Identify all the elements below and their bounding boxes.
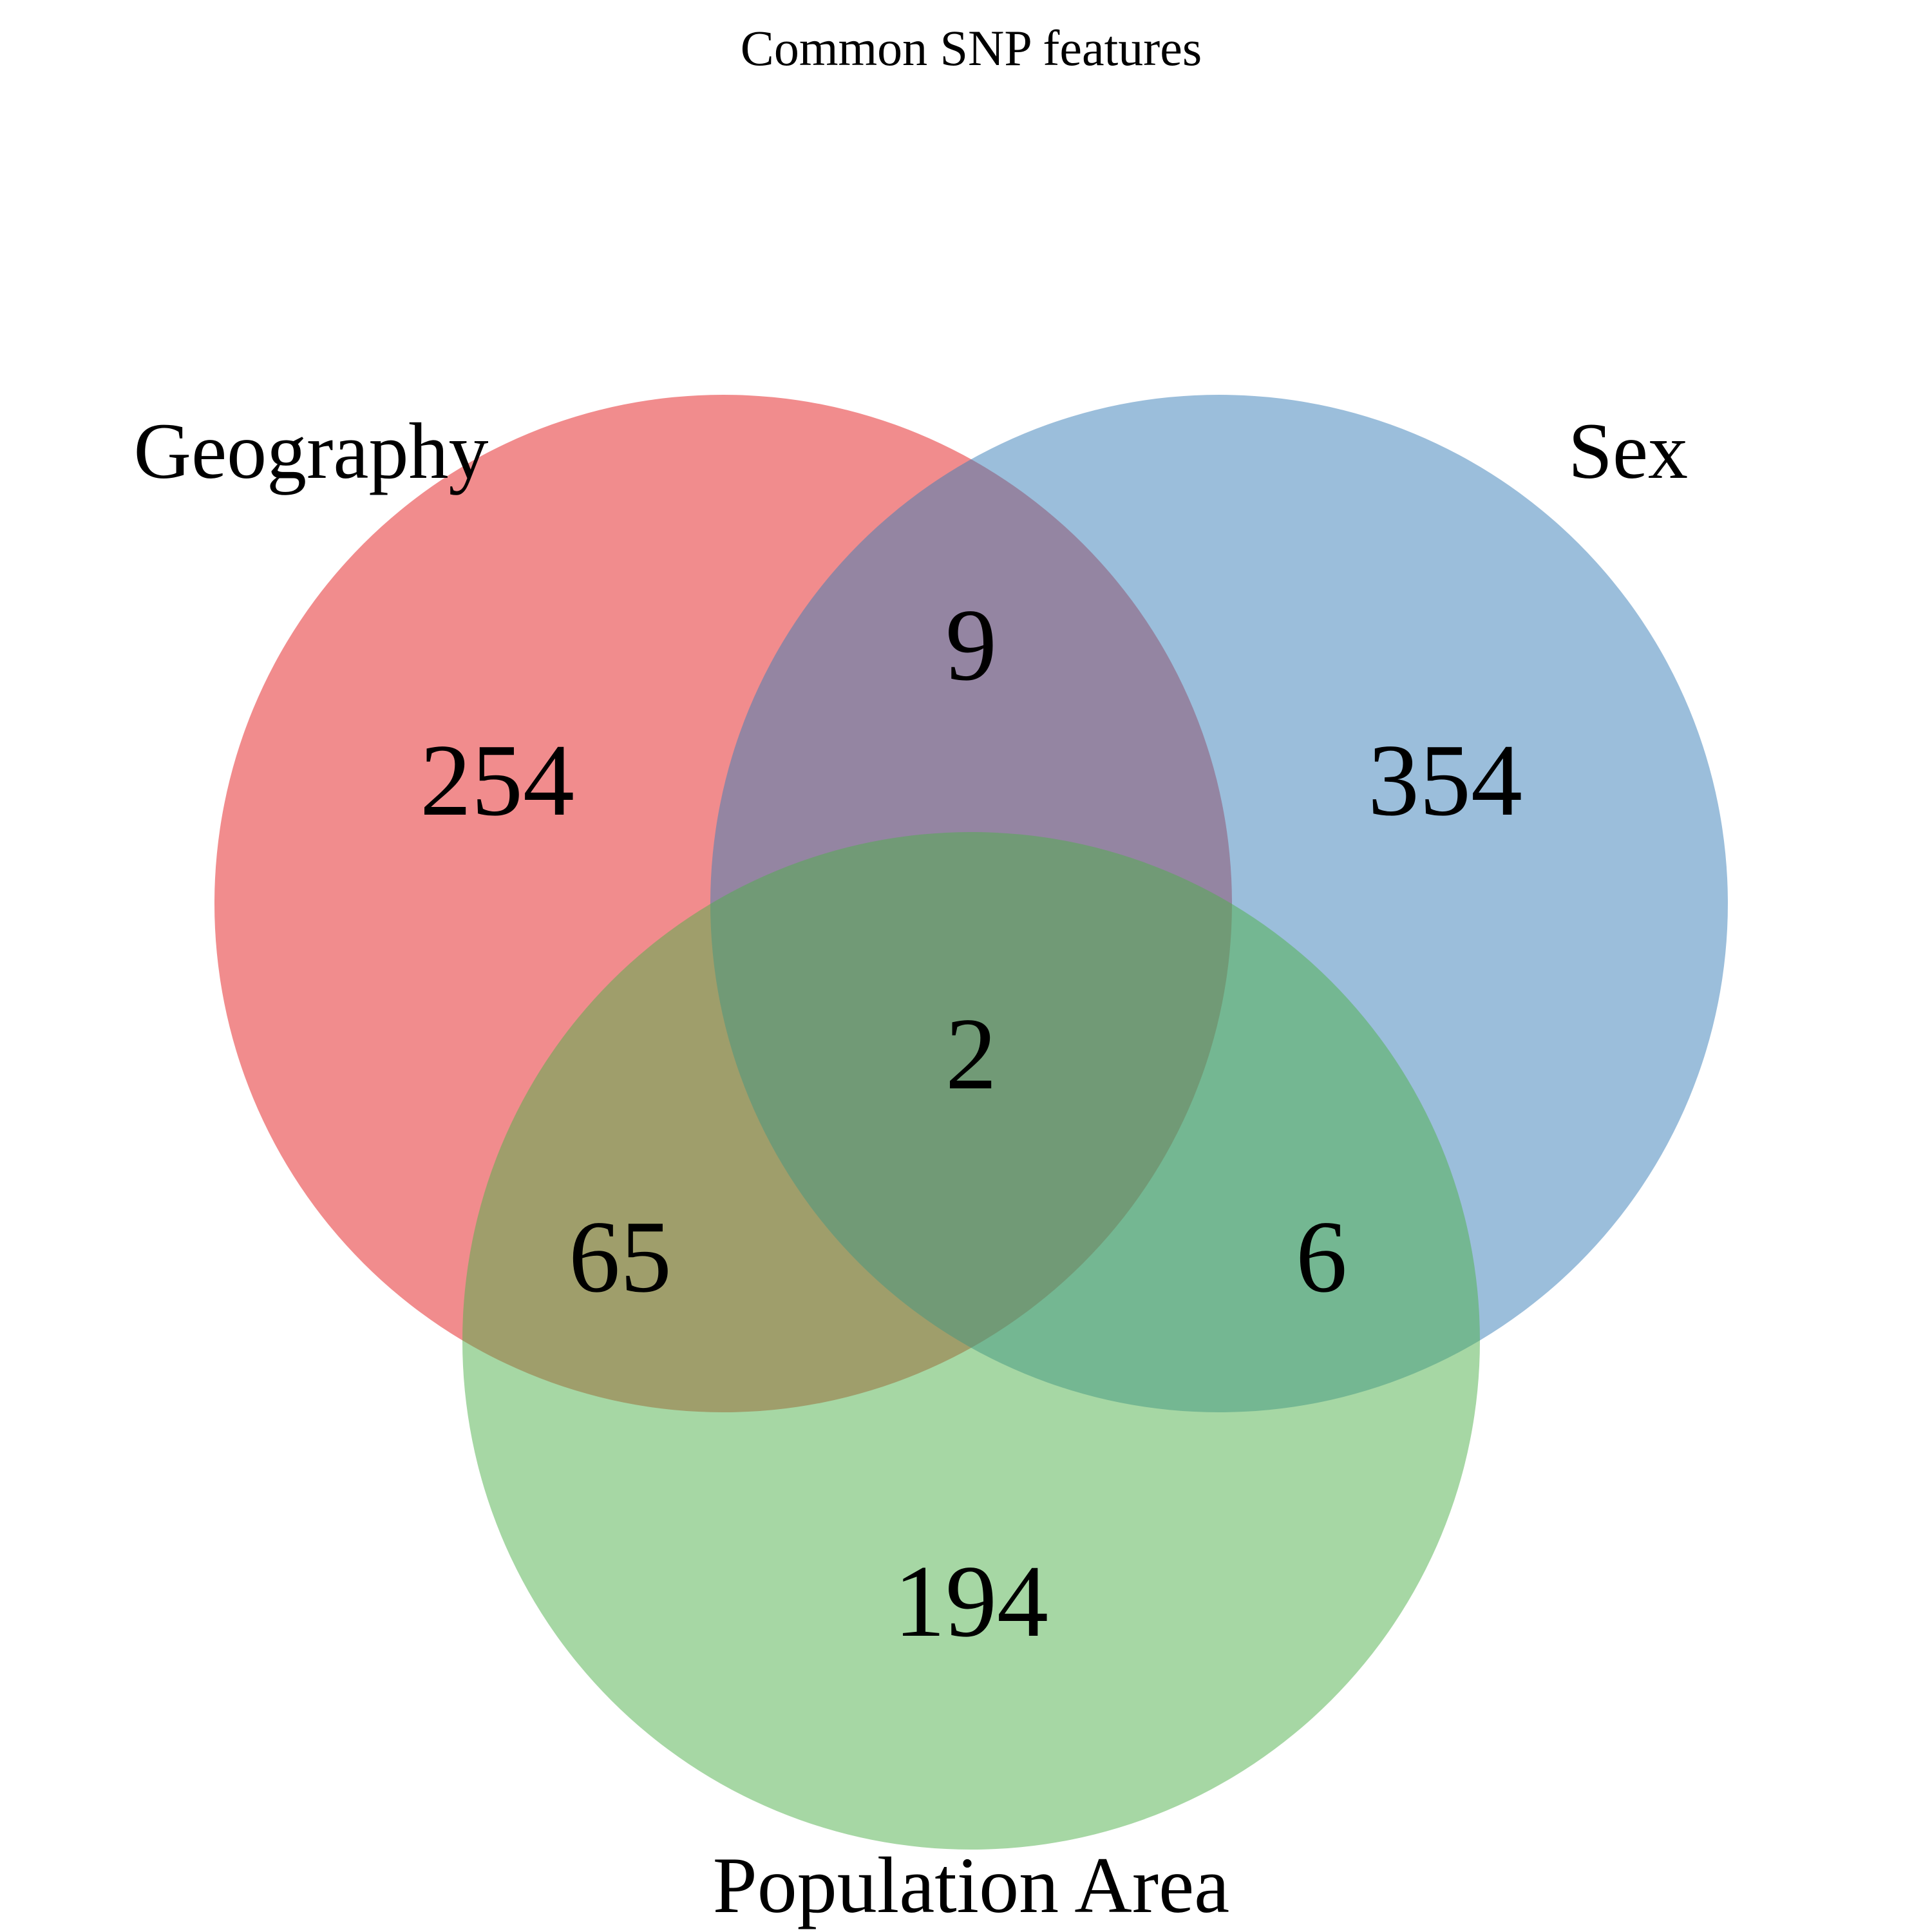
circle-population-area: [462, 832, 1480, 1850]
diagram-title: Common SNP features: [741, 20, 1202, 76]
count-population-only: 194: [894, 1544, 1048, 1658]
set-label-geography: Geography: [134, 407, 489, 495]
count-sex-population: 6: [1296, 1199, 1347, 1314]
count-geography-only: 254: [420, 723, 574, 837]
set-label-population-area: Population Area: [713, 1841, 1229, 1929]
count-sex-only: 354: [1368, 723, 1522, 837]
count-geography-population: 65: [569, 1199, 672, 1314]
count-geography-sex: 9: [945, 587, 997, 702]
count-all-three: 2: [945, 996, 997, 1111]
set-label-sex: Sex: [1568, 407, 1688, 495]
